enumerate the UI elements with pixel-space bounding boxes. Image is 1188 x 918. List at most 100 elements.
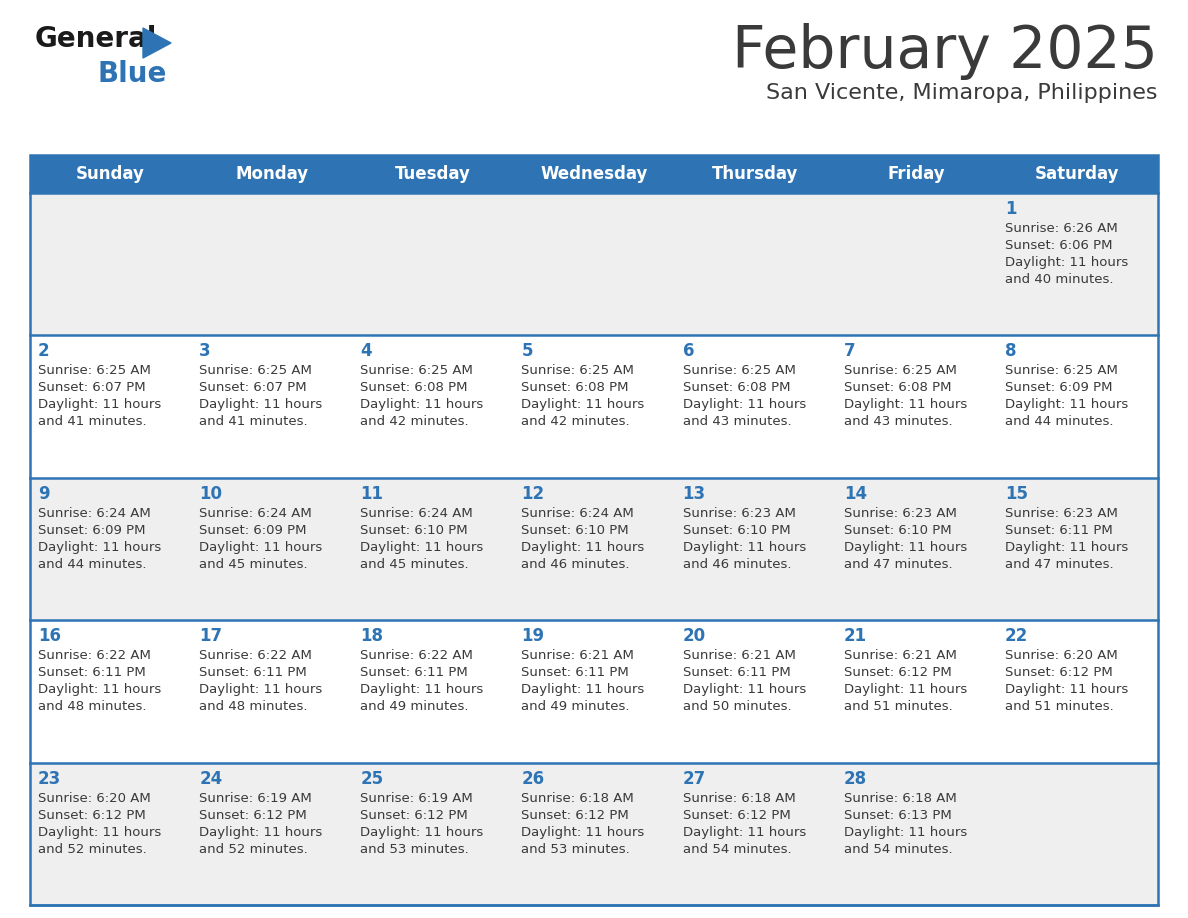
Text: Blue: Blue [97,60,168,88]
Text: Sunrise: 6:23 AM: Sunrise: 6:23 AM [683,507,796,520]
Text: 16: 16 [38,627,61,645]
Text: Sunset: 6:12 PM: Sunset: 6:12 PM [843,666,952,679]
Text: and 41 minutes.: and 41 minutes. [200,416,308,429]
Text: 26: 26 [522,769,544,788]
Text: Sunset: 6:10 PM: Sunset: 6:10 PM [683,524,790,537]
Text: Sunrise: 6:24 AM: Sunrise: 6:24 AM [38,507,151,520]
Text: Sunset: 6:11 PM: Sunset: 6:11 PM [200,666,307,679]
Text: Daylight: 11 hours: Daylight: 11 hours [843,398,967,411]
Text: Sunrise: 6:26 AM: Sunrise: 6:26 AM [1005,222,1118,235]
Text: and 54 minutes.: and 54 minutes. [683,843,791,856]
Text: 18: 18 [360,627,384,645]
Text: and 44 minutes.: and 44 minutes. [38,558,146,571]
Text: Sunset: 6:10 PM: Sunset: 6:10 PM [843,524,952,537]
Text: and 45 minutes.: and 45 minutes. [200,558,308,571]
Text: Daylight: 11 hours: Daylight: 11 hours [360,541,484,554]
Text: 20: 20 [683,627,706,645]
Text: and 51 minutes.: and 51 minutes. [843,700,953,713]
Text: Sunrise: 6:18 AM: Sunrise: 6:18 AM [843,791,956,804]
Text: Sunrise: 6:21 AM: Sunrise: 6:21 AM [843,649,956,662]
Text: 6: 6 [683,342,694,361]
Text: 22: 22 [1005,627,1028,645]
Text: and 47 minutes.: and 47 minutes. [1005,558,1113,571]
Text: 12: 12 [522,485,544,503]
Text: Sunset: 6:12 PM: Sunset: 6:12 PM [522,809,630,822]
Text: 5: 5 [522,342,533,361]
Text: Daylight: 11 hours: Daylight: 11 hours [683,683,805,696]
Text: Sunset: 6:08 PM: Sunset: 6:08 PM [843,381,952,395]
Text: and 53 minutes.: and 53 minutes. [360,843,469,856]
Text: Sunrise: 6:20 AM: Sunrise: 6:20 AM [1005,649,1118,662]
Text: Daylight: 11 hours: Daylight: 11 hours [360,825,484,839]
Text: Sunrise: 6:25 AM: Sunrise: 6:25 AM [843,364,956,377]
Text: and 44 minutes.: and 44 minutes. [1005,416,1113,429]
Text: Sunset: 6:12 PM: Sunset: 6:12 PM [200,809,307,822]
Text: Sunrise: 6:25 AM: Sunrise: 6:25 AM [360,364,473,377]
Text: Daylight: 11 hours: Daylight: 11 hours [522,398,645,411]
Text: 8: 8 [1005,342,1017,361]
Text: Sunset: 6:07 PM: Sunset: 6:07 PM [38,381,146,395]
Text: Daylight: 11 hours: Daylight: 11 hours [200,825,322,839]
Text: Sunset: 6:08 PM: Sunset: 6:08 PM [522,381,628,395]
Bar [30,621,1158,763]
Text: Sunset: 6:08 PM: Sunset: 6:08 PM [360,381,468,395]
Text: Sunrise: 6:23 AM: Sunrise: 6:23 AM [843,507,956,520]
Text: Sunset: 6:09 PM: Sunset: 6:09 PM [1005,381,1112,395]
Text: 14: 14 [843,485,867,503]
Text: General: General [34,25,157,53]
Text: Sunrise: 6:24 AM: Sunrise: 6:24 AM [200,507,312,520]
Text: Daylight: 11 hours: Daylight: 11 hours [1005,541,1129,554]
Text: Sunrise: 6:25 AM: Sunrise: 6:25 AM [683,364,796,377]
Bar [30,763,1158,905]
Bar [30,155,1158,905]
Text: 10: 10 [200,485,222,503]
Text: Sunrise: 6:18 AM: Sunrise: 6:18 AM [522,791,634,804]
Text: Sunset: 6:11 PM: Sunset: 6:11 PM [522,666,630,679]
Text: Sunset: 6:12 PM: Sunset: 6:12 PM [360,809,468,822]
Text: 1: 1 [1005,200,1017,218]
Text: Sunset: 6:12 PM: Sunset: 6:12 PM [38,809,146,822]
Text: Sunset: 6:12 PM: Sunset: 6:12 PM [1005,666,1113,679]
Text: and 43 minutes.: and 43 minutes. [843,416,953,429]
Text: 21: 21 [843,627,867,645]
Text: 7: 7 [843,342,855,361]
Text: and 52 minutes.: and 52 minutes. [200,843,308,856]
Text: and 40 minutes.: and 40 minutes. [1005,273,1113,286]
Text: Sunset: 6:10 PM: Sunset: 6:10 PM [522,524,630,537]
Text: Friday: Friday [887,165,946,183]
Text: 25: 25 [360,769,384,788]
Text: 17: 17 [200,627,222,645]
Text: Monday: Monday [235,165,308,183]
Text: Sunrise: 6:20 AM: Sunrise: 6:20 AM [38,791,151,804]
Text: Sunday: Sunday [76,165,145,183]
Text: 24: 24 [200,769,222,788]
Text: Sunset: 6:09 PM: Sunset: 6:09 PM [200,524,307,537]
Text: Sunset: 6:10 PM: Sunset: 6:10 PM [360,524,468,537]
Text: 4: 4 [360,342,372,361]
Text: and 52 minutes.: and 52 minutes. [38,843,147,856]
Text: Daylight: 11 hours: Daylight: 11 hours [683,825,805,839]
Text: Tuesday: Tuesday [394,165,470,183]
Text: 28: 28 [843,769,867,788]
Text: Daylight: 11 hours: Daylight: 11 hours [683,541,805,554]
Text: Sunset: 6:11 PM: Sunset: 6:11 PM [38,666,146,679]
Text: Sunrise: 6:23 AM: Sunrise: 6:23 AM [1005,507,1118,520]
Text: Daylight: 11 hours: Daylight: 11 hours [38,825,162,839]
Text: Daylight: 11 hours: Daylight: 11 hours [522,541,645,554]
Text: Sunrise: 6:18 AM: Sunrise: 6:18 AM [683,791,795,804]
Text: Sunset: 6:12 PM: Sunset: 6:12 PM [683,809,790,822]
Text: Daylight: 11 hours: Daylight: 11 hours [522,683,645,696]
Text: 13: 13 [683,485,706,503]
Text: and 48 minutes.: and 48 minutes. [200,700,308,713]
Text: Sunset: 6:09 PM: Sunset: 6:09 PM [38,524,145,537]
Text: and 43 minutes.: and 43 minutes. [683,416,791,429]
Text: Sunrise: 6:22 AM: Sunrise: 6:22 AM [200,649,312,662]
Text: and 47 minutes.: and 47 minutes. [843,558,953,571]
Text: Sunset: 6:06 PM: Sunset: 6:06 PM [1005,239,1112,252]
Text: February 2025: February 2025 [732,23,1158,80]
Text: 23: 23 [38,769,62,788]
Text: Saturday: Saturday [1035,165,1119,183]
Text: Daylight: 11 hours: Daylight: 11 hours [683,398,805,411]
Polygon shape [143,28,171,58]
Text: Sunset: 6:11 PM: Sunset: 6:11 PM [1005,524,1113,537]
